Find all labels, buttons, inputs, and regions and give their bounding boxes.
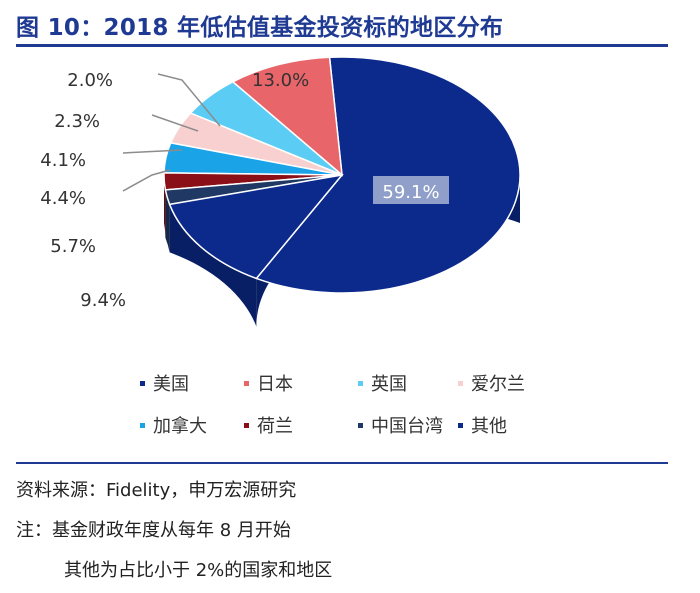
legend-label-3: 爱尔兰	[471, 374, 525, 395]
slice-1	[231, 56, 343, 177]
legend-item-7: 其他	[458, 412, 507, 438]
title-divider	[16, 44, 668, 47]
data-label-0: 59.1%	[382, 182, 439, 203]
legend-item-0: 美国	[140, 370, 189, 396]
legend-item-3: 爱尔兰	[458, 370, 525, 396]
fiscal-year-note: 注：基金财政年度从每年 8 月开始	[16, 520, 291, 541]
legend-label-6: 中国台湾	[371, 416, 443, 437]
legend-item-1: 日本	[244, 370, 293, 396]
legend-item-4: 加拿大	[140, 412, 207, 438]
legend-marker-7	[458, 422, 463, 428]
leader-line-6	[157, 73, 221, 127]
data-label-3: 4.4%	[40, 188, 86, 209]
legend-marker-0	[140, 380, 145, 386]
legend-item-2: 英国	[358, 370, 407, 396]
legend-label-0: 美国	[153, 374, 189, 395]
slice-7	[168, 173, 344, 280]
leader-lines	[122, 73, 221, 192]
legend-marker-5	[244, 422, 249, 428]
legend-label-2: 英国	[371, 374, 407, 395]
legend-marker-2	[358, 380, 363, 386]
leader-line-3	[122, 169, 171, 192]
legend-label-5: 荷兰	[257, 416, 293, 437]
slice-side-6	[165, 189, 170, 253]
source-note: 资料来源：Fidelity，申万宏源研究	[16, 480, 297, 501]
legend-item-6: 中国台湾	[358, 412, 443, 438]
data-label-4: 4.1%	[40, 150, 86, 171]
notes-divider	[16, 462, 668, 464]
legend-marker-6	[358, 422, 363, 428]
leader-line-5	[151, 114, 199, 132]
others-note: 其他为占比小于 2%的国家和地区	[64, 560, 333, 581]
figure-title: 图 10：2018 年低估值基金投资标的地区分布	[16, 15, 504, 41]
label-bg-0	[373, 176, 449, 204]
slice-0	[255, 56, 521, 294]
data-labels: 59.1% 9.4% 5.7% 4.4% 4.1% 2.3% 2.0% 13.0%	[40, 70, 449, 311]
legend-marker-3	[458, 380, 463, 386]
legend-item-5: 荷兰	[244, 412, 293, 438]
leader-line-4	[122, 149, 183, 154]
legend-label-1: 日本	[257, 374, 293, 395]
legend-marker-1	[244, 380, 249, 386]
data-label-6: 2.0%	[67, 70, 113, 91]
data-label-5: 2.3%	[54, 111, 100, 132]
data-label-1: 9.4%	[80, 290, 126, 311]
legend-label-7: 其他	[471, 416, 507, 437]
pie-chart: 59.1% 9.4% 5.7% 4.4% 4.1% 2.3% 2.0% 13.0%	[40, 56, 521, 327]
data-label-7: 13.0%	[252, 70, 309, 91]
legend-label-4: 加拿大	[153, 416, 207, 437]
legend-marker-4	[140, 422, 145, 428]
pie-tops	[163, 56, 521, 294]
data-label-2: 5.7%	[50, 236, 96, 257]
